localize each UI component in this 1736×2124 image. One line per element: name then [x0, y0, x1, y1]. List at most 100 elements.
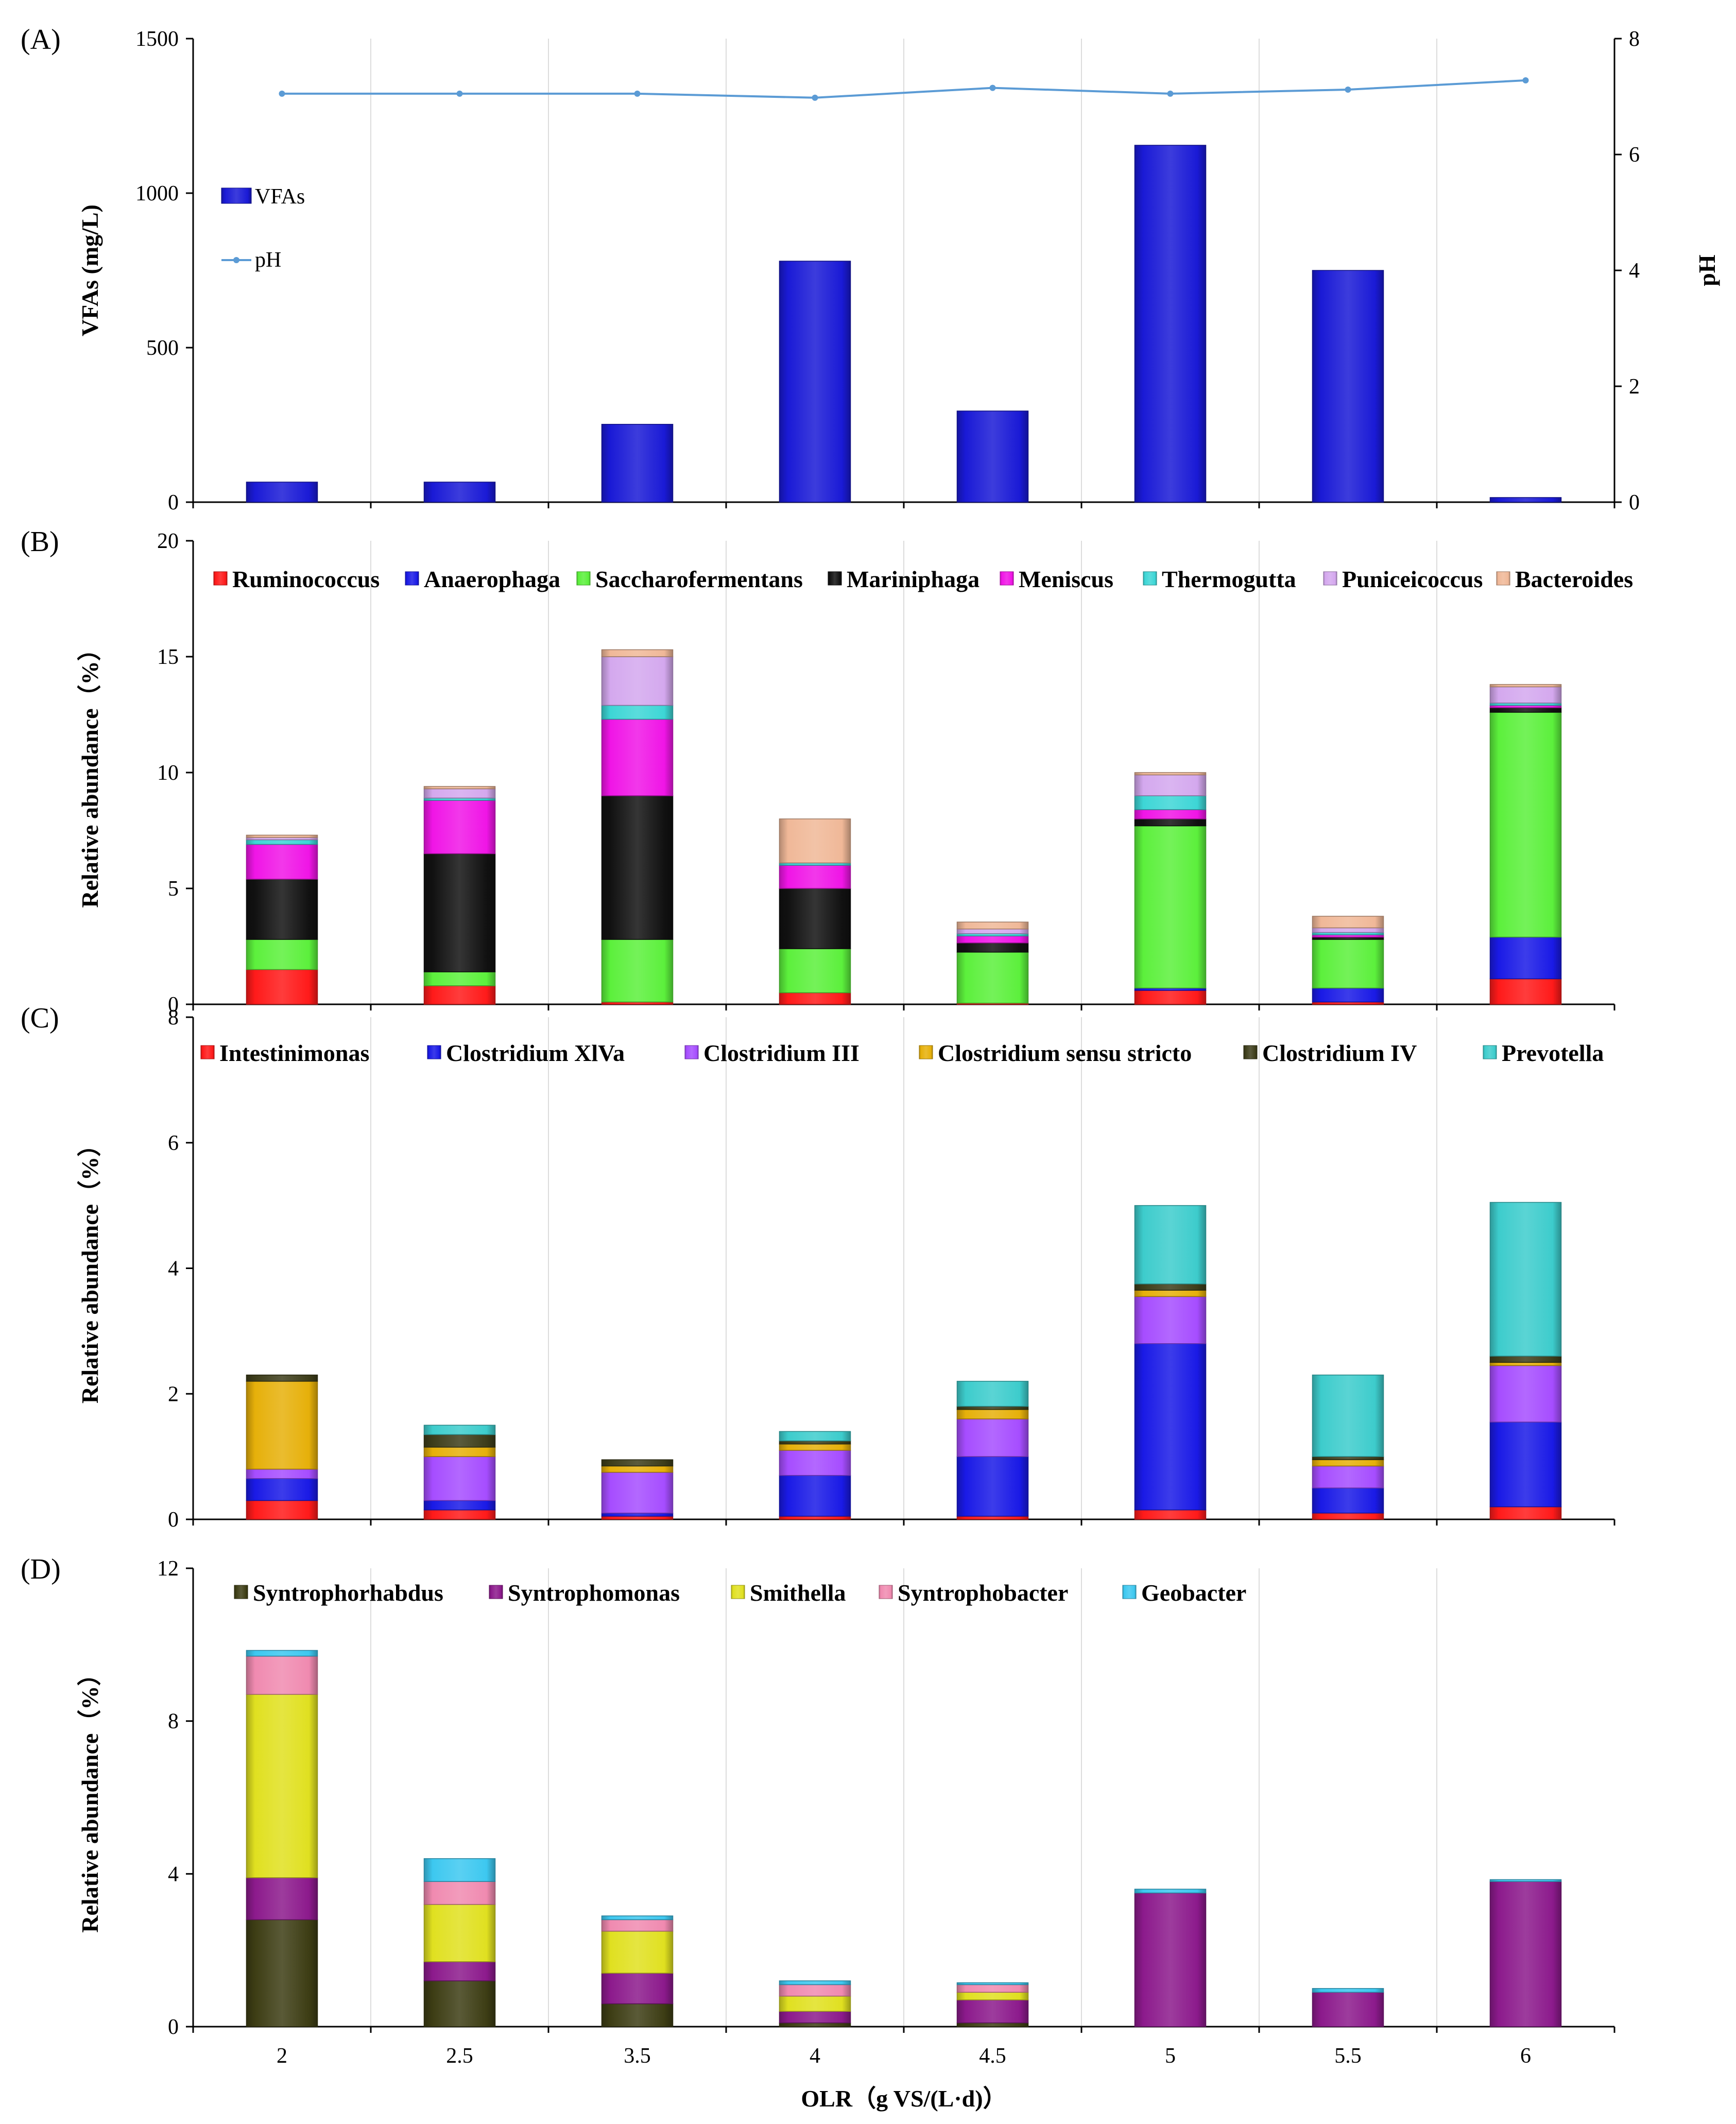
bar-clostridium-iv	[601, 1459, 674, 1467]
ph-point	[812, 94, 818, 101]
bar-mariniphaga	[1489, 707, 1562, 713]
bar-syntrophobacter	[423, 1881, 496, 1905]
legend-swatch	[731, 1585, 745, 1599]
bar-intestinimonas	[423, 1509, 496, 1520]
panel-c-bars	[246, 1202, 1562, 1520]
bar-mariniphaga	[246, 879, 318, 940]
x-tick-label: 6	[1520, 2044, 1531, 2068]
legend-swatch	[489, 1585, 503, 1599]
bar-mariniphaga	[779, 888, 851, 949]
panel-b-y-axis-title: Relative abundance（%）	[77, 637, 103, 907]
legend-line-marker	[233, 257, 239, 263]
panel-a-plot: 0 2 4 6 8 pH	[246, 27, 1720, 515]
bar-clostridium-iv	[1312, 1456, 1384, 1460]
legend-label: Meniscus	[1019, 566, 1113, 592]
x-axis-title: OLR（g VS/(L·d)）	[801, 2085, 1006, 2112]
legend-label: Puniceicoccus	[1342, 566, 1483, 592]
y-tick-label: 1500	[135, 27, 179, 51]
bar-clostridium-xlva	[1312, 1487, 1384, 1514]
bar-intestinimonas	[1134, 1509, 1207, 1520]
x-tick-label: 5	[1165, 2044, 1176, 2068]
bar-prevotella	[1312, 1374, 1384, 1457]
y-tick-label: 20	[157, 529, 179, 553]
bar-smithella	[601, 1930, 674, 1974]
vfa-bar	[246, 482, 318, 503]
bar-clostridium-sensu-stricto	[423, 1447, 496, 1457]
x-tick-labels: 2 2.5 3.5 4 4.5 5 5.5 6 OLR（g VS/(L·d)）	[277, 2044, 1531, 2112]
x-tick-label: 4	[810, 2044, 820, 2068]
bar-clostridium-xlva	[1134, 1343, 1207, 1511]
panel-b-legend: Ruminococcus Anaerophaga Saccharofermentan…	[213, 566, 1633, 592]
legend-swatch	[684, 1045, 699, 1059]
legend-swatch	[234, 1585, 248, 1599]
bar-clostridium-iii	[423, 1456, 496, 1501]
bar-syntrophomonas	[1312, 1992, 1384, 2027]
legend-label: Bacteroides	[1515, 566, 1633, 592]
bar-prevotella	[1489, 1202, 1562, 1357]
legend-label: VFAs	[255, 185, 305, 209]
bar-thermogutta	[246, 839, 318, 845]
bar-clostridium-xlva	[779, 1475, 851, 1517]
legend-label: Clostridium III	[703, 1040, 860, 1066]
bar-anaerophaga	[1489, 936, 1562, 980]
bar-saccharofermentans	[601, 939, 674, 1003]
vfa-bar	[1489, 497, 1562, 503]
bar-saccharofermentans	[1312, 939, 1384, 989]
bar-clostridium-sensu-stricto	[956, 1409, 1029, 1419]
bar-clostridium-xlva	[423, 1500, 496, 1511]
panel-a-frame: 0 500 1000 1500 (A) VFAs (mg/L)	[21, 24, 1615, 515]
bar-intestinimonas	[779, 1516, 851, 1520]
panel-b-bars	[246, 649, 1562, 1005]
y-tick-label: 4	[168, 1862, 179, 1886]
bar-intestinimonas	[246, 1500, 318, 1520]
bar-syntrophorhabdus	[779, 2022, 851, 2027]
x-tick-label: 5.5	[1334, 2044, 1362, 2068]
ph-point	[634, 90, 641, 97]
y-tick-label: 15	[157, 645, 179, 669]
bar-saccharofermentans	[779, 948, 851, 994]
bar-saccharofermentans	[956, 952, 1029, 1004]
y-tick-label: 1000	[135, 182, 179, 205]
bar-prevotella	[423, 1425, 496, 1435]
ph-line	[282, 79, 1526, 99]
bar-meniscus	[601, 718, 674, 796]
bar-syntrophomonas	[1489, 1881, 1562, 2027]
ph-point	[1345, 87, 1351, 93]
legend-label: Clostridium IV	[1262, 1040, 1417, 1066]
bar-clostridium-iii	[779, 1450, 851, 1476]
y-tick-label: 12	[157, 1557, 179, 1581]
bar-clostridium-sensu-stricto	[1134, 1290, 1207, 1297]
ph-point	[279, 90, 285, 97]
bar-meniscus	[423, 800, 496, 854]
vfa-bar	[1134, 145, 1207, 503]
legend-label: Syntrophomonas	[508, 1580, 680, 1606]
bar-clostridium-xlva	[246, 1478, 318, 1501]
bar-mariniphaga	[956, 943, 1029, 953]
vfa-bar	[779, 261, 851, 503]
vfa-bar	[601, 424, 674, 503]
bar-smithella	[246, 1694, 318, 1878]
bar-clostridium-sensu-stricto	[601, 1465, 674, 1473]
bar-saccharofermentans	[1489, 712, 1562, 938]
y-tick-label: 2	[168, 1382, 179, 1406]
bar-mariniphaga	[423, 853, 496, 972]
legend-swatch	[427, 1045, 441, 1059]
bar-clostridium-iii	[1312, 1465, 1384, 1488]
bar-meniscus	[1134, 809, 1207, 819]
y-tick-label: 0	[168, 1508, 179, 1532]
bar-puniceicoccus	[1134, 774, 1207, 796]
bar-geobacter	[423, 1858, 496, 1882]
panel-d-bars	[246, 1650, 1562, 2027]
panel-c-panel-label: (C)	[21, 1002, 59, 1034]
y-tick-label: 10	[157, 761, 179, 785]
legend-swatch	[576, 571, 591, 586]
panel-d-y-axis-title: Relative abundance（%）	[77, 1662, 103, 1932]
legend-label: pH	[255, 248, 281, 272]
bar-mariniphaga	[1134, 818, 1207, 827]
legend-swatch	[405, 571, 419, 586]
bar-meniscus	[246, 844, 318, 880]
bar-syntrophorhabdus	[601, 2003, 674, 2027]
legend-label: Smithella	[750, 1580, 846, 1606]
y2-tick-label: 6	[1629, 143, 1640, 167]
